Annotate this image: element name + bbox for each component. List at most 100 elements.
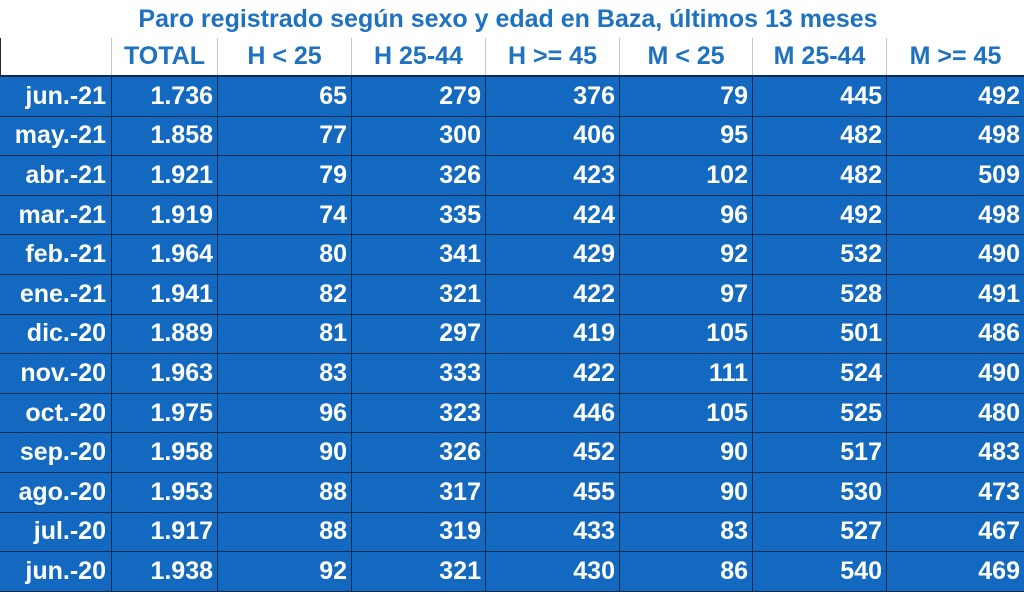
women-under-25-cell[interactable]: 102 bbox=[619, 155, 753, 196]
women-under-25-cell[interactable]: 90 bbox=[619, 432, 753, 473]
header-women-45-plus[interactable]: M >= 45 bbox=[886, 38, 1024, 77]
men-under-25-cell[interactable]: 80 bbox=[217, 234, 352, 275]
men-25-44-cell[interactable]: 326 bbox=[351, 155, 486, 196]
women-25-44-cell[interactable]: 482 bbox=[752, 155, 887, 196]
women-45-plus-cell[interactable]: 492 bbox=[886, 75, 1024, 117]
women-45-plus-cell[interactable]: 473 bbox=[886, 471, 1024, 513]
women-25-44-cell[interactable]: 525 bbox=[752, 392, 887, 434]
month-cell[interactable]: jul.-20 bbox=[0, 511, 112, 553]
men-45-plus-cell[interactable]: 455 bbox=[485, 471, 620, 513]
men-under-25-cell[interactable]: 79 bbox=[217, 155, 352, 196]
men-45-plus-cell[interactable]: 406 bbox=[485, 115, 620, 157]
total-cell[interactable]: 1.963 bbox=[111, 353, 218, 394]
women-under-25-cell[interactable]: 111 bbox=[619, 353, 753, 394]
men-45-plus-cell[interactable]: 376 bbox=[485, 75, 620, 117]
women-45-plus-cell[interactable]: 498 bbox=[886, 115, 1024, 157]
women-45-plus-cell[interactable]: 480 bbox=[886, 392, 1024, 434]
women-45-plus-cell[interactable]: 486 bbox=[886, 313, 1024, 355]
month-cell[interactable]: ene.-21 bbox=[0, 273, 112, 315]
month-cell[interactable]: may.-21 bbox=[0, 115, 112, 157]
header-men-25-44[interactable]: H 25-44 bbox=[351, 38, 486, 77]
month-cell[interactable]: jun.-20 bbox=[0, 551, 112, 592]
total-cell[interactable]: 1.917 bbox=[111, 511, 218, 553]
men-45-plus-cell[interactable]: 422 bbox=[485, 273, 620, 315]
women-45-plus-cell[interactable]: 490 bbox=[886, 353, 1024, 394]
women-25-44-cell[interactable]: 445 bbox=[752, 75, 887, 117]
total-cell[interactable]: 1.919 bbox=[111, 194, 218, 236]
total-cell[interactable]: 1.736 bbox=[111, 75, 218, 117]
men-25-44-cell[interactable]: 333 bbox=[351, 353, 486, 394]
women-under-25-cell[interactable]: 97 bbox=[619, 273, 753, 315]
women-under-25-cell[interactable]: 105 bbox=[619, 313, 753, 355]
total-cell[interactable]: 1.941 bbox=[111, 273, 218, 315]
total-cell[interactable]: 1.889 bbox=[111, 313, 218, 355]
women-under-25-cell[interactable]: 96 bbox=[619, 194, 753, 236]
total-cell[interactable]: 1.975 bbox=[111, 392, 218, 434]
women-25-44-cell[interactable]: 528 bbox=[752, 273, 887, 315]
header-men-under-25[interactable]: H < 25 bbox=[217, 38, 352, 77]
month-cell[interactable]: feb.-21 bbox=[0, 234, 112, 275]
total-cell[interactable]: 1.858 bbox=[111, 115, 218, 157]
men-25-44-cell[interactable]: 326 bbox=[351, 432, 486, 473]
men-under-25-cell[interactable]: 90 bbox=[217, 432, 352, 473]
women-25-44-cell[interactable]: 532 bbox=[752, 234, 887, 275]
women-45-plus-cell[interactable]: 509 bbox=[886, 155, 1024, 196]
women-25-44-cell[interactable]: 530 bbox=[752, 471, 887, 513]
total-cell[interactable]: 1.958 bbox=[111, 432, 218, 473]
women-45-plus-cell[interactable]: 467 bbox=[886, 511, 1024, 553]
women-45-plus-cell[interactable]: 498 bbox=[886, 194, 1024, 236]
men-25-44-cell[interactable]: 297 bbox=[351, 313, 486, 355]
women-25-44-cell[interactable]: 540 bbox=[752, 551, 887, 592]
men-45-plus-cell[interactable]: 452 bbox=[485, 432, 620, 473]
women-under-25-cell[interactable]: 92 bbox=[619, 234, 753, 275]
men-45-plus-cell[interactable]: 419 bbox=[485, 313, 620, 355]
men-under-25-cell[interactable]: 88 bbox=[217, 471, 352, 513]
women-under-25-cell[interactable]: 86 bbox=[619, 551, 753, 592]
men-45-plus-cell[interactable]: 446 bbox=[485, 392, 620, 434]
total-cell[interactable]: 1.953 bbox=[111, 471, 218, 513]
men-under-25-cell[interactable]: 81 bbox=[217, 313, 352, 355]
month-cell[interactable]: ago.-20 bbox=[0, 471, 112, 513]
women-45-plus-cell[interactable]: 483 bbox=[886, 432, 1024, 473]
men-under-25-cell[interactable]: 74 bbox=[217, 194, 352, 236]
month-cell[interactable]: dic.-20 bbox=[0, 313, 112, 355]
total-cell[interactable]: 1.921 bbox=[111, 155, 218, 196]
women-25-44-cell[interactable]: 527 bbox=[752, 511, 887, 553]
women-25-44-cell[interactable]: 492 bbox=[752, 194, 887, 236]
men-under-25-cell[interactable]: 92 bbox=[217, 551, 352, 592]
month-cell[interactable]: abr.-21 bbox=[0, 155, 112, 196]
women-under-25-cell[interactable]: 83 bbox=[619, 511, 753, 553]
total-cell[interactable]: 1.938 bbox=[111, 551, 218, 592]
men-45-plus-cell[interactable]: 424 bbox=[485, 194, 620, 236]
men-45-plus-cell[interactable]: 422 bbox=[485, 353, 620, 394]
header-total[interactable]: TOTAL bbox=[111, 38, 218, 77]
men-25-44-cell[interactable]: 317 bbox=[351, 471, 486, 513]
month-cell[interactable]: sep.-20 bbox=[0, 432, 112, 473]
men-45-plus-cell[interactable]: 430 bbox=[485, 551, 620, 592]
men-25-44-cell[interactable]: 279 bbox=[351, 75, 486, 117]
month-cell[interactable]: oct.-20 bbox=[0, 392, 112, 434]
women-under-25-cell[interactable]: 105 bbox=[619, 392, 753, 434]
men-under-25-cell[interactable]: 88 bbox=[217, 511, 352, 553]
month-cell[interactable]: mar.-21 bbox=[0, 194, 112, 236]
women-under-25-cell[interactable]: 95 bbox=[619, 115, 753, 157]
header-women-under-25[interactable]: M < 25 bbox=[619, 38, 753, 77]
header-women-25-44[interactable]: M 25-44 bbox=[752, 38, 887, 77]
men-under-25-cell[interactable]: 82 bbox=[217, 273, 352, 315]
men-25-44-cell[interactable]: 321 bbox=[351, 273, 486, 315]
men-25-44-cell[interactable]: 319 bbox=[351, 511, 486, 553]
women-45-plus-cell[interactable]: 469 bbox=[886, 551, 1024, 592]
men-25-44-cell[interactable]: 341 bbox=[351, 234, 486, 275]
month-cell[interactable]: jun.-21 bbox=[0, 75, 112, 117]
women-25-44-cell[interactable]: 482 bbox=[752, 115, 887, 157]
women-25-44-cell[interactable]: 517 bbox=[752, 432, 887, 473]
men-45-plus-cell[interactable]: 433 bbox=[485, 511, 620, 553]
men-45-plus-cell[interactable]: 429 bbox=[485, 234, 620, 275]
men-under-25-cell[interactable]: 96 bbox=[217, 392, 352, 434]
men-under-25-cell[interactable]: 83 bbox=[217, 353, 352, 394]
month-cell[interactable]: nov.-20 bbox=[0, 353, 112, 394]
men-25-44-cell[interactable]: 335 bbox=[351, 194, 486, 236]
men-25-44-cell[interactable]: 300 bbox=[351, 115, 486, 157]
men-under-25-cell[interactable]: 77 bbox=[217, 115, 352, 157]
men-under-25-cell[interactable]: 65 bbox=[217, 75, 352, 117]
